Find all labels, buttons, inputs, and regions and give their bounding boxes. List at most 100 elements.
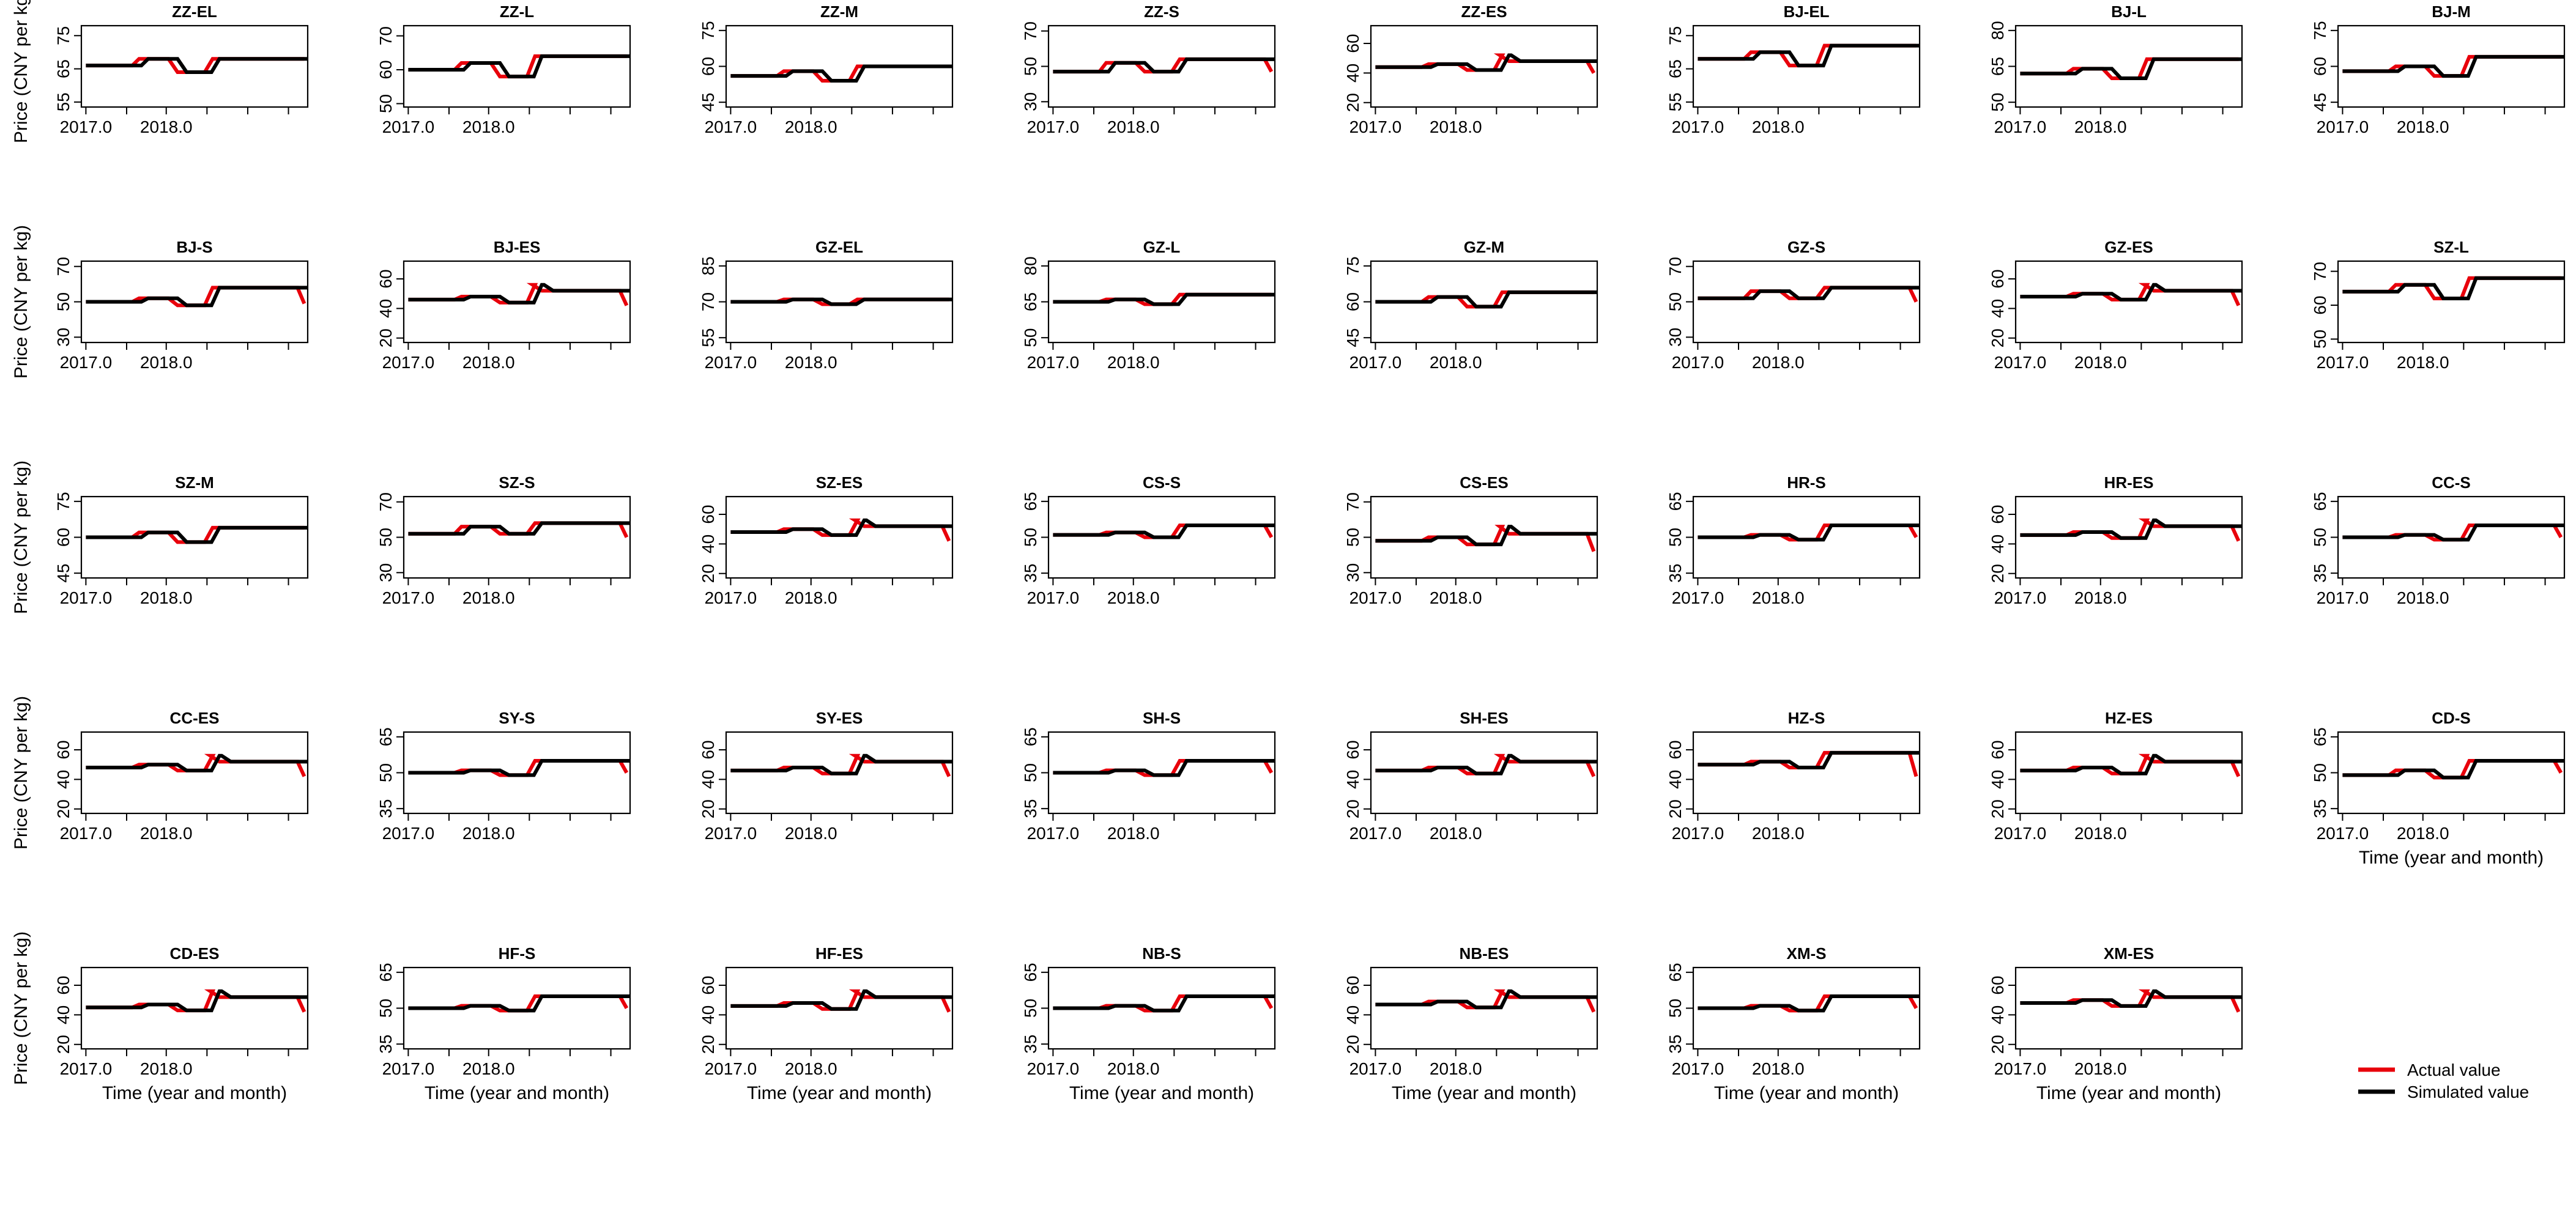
x-tick-label: 2017.0 <box>382 588 435 607</box>
x-tick-label: 2018.0 <box>785 1059 837 1078</box>
y-tick-label: 55 <box>1666 92 1685 111</box>
series-simulated-line <box>730 297 952 306</box>
x-tick-label: 2018.0 <box>462 824 515 843</box>
panel-title: SH-S <box>1143 709 1181 727</box>
panel-hr-es: HR-ES 20 40 60 2017.0 2018.0 <box>1988 473 2243 607</box>
y-tick-label: 50 <box>2311 763 2329 782</box>
y-tick-label: 60 <box>699 57 718 76</box>
panel-frame <box>725 966 954 1050</box>
panel-title: CC-ES <box>170 709 220 727</box>
y-tick-label: 35 <box>1666 1035 1685 1054</box>
panel-gz-s: GZ-S 30 50 70 2017.0 2018.0 <box>1666 238 1921 372</box>
x-tick-label: 2018.0 <box>1107 824 1160 843</box>
panel-bj-el: BJ-EL 55 65 75 2017.0 2018.0 <box>1666 2 1921 136</box>
y-tick-label: 20 <box>1988 564 2007 583</box>
x-tick-label: 2017.0 <box>1672 824 1724 843</box>
y-tick-label: 20 <box>699 564 718 583</box>
x-axis-label: Time (year and month) <box>1069 1083 1254 1103</box>
panel-frame <box>2014 966 2243 1050</box>
y-tick-label: 40 <box>1988 535 2007 553</box>
y-tick-label: 65 <box>1021 963 1040 982</box>
y-tick-label: 40 <box>54 1005 73 1024</box>
panel-cd-es: CD-ES 20 40 60 2017.0 2018.0 Price (CNY per kg… <box>11 931 309 1103</box>
y-tick-label: 50 <box>376 763 395 782</box>
panels-layer: ZZ-EL 55 65 75 2017.0 2018.0 Price (CNY per kg… <box>11 0 2566 1103</box>
y-tick-label: 30 <box>1343 563 1362 582</box>
panel-title: HR-S <box>1787 473 1826 492</box>
x-tick-label: 2017.0 <box>1994 353 2047 372</box>
panel-title: SH-ES <box>1460 709 1508 727</box>
x-tick-label: 2017.0 <box>1027 588 1080 607</box>
panel-frame <box>2014 260 2243 344</box>
panel-sh-es: SH-ES 20 40 60 2017.0 2018.0 <box>1343 709 1598 843</box>
x-tick-label: 2017.0 <box>1027 117 1080 136</box>
panel-nb-s: NB-S 35 50 65 2017.0 2018.0 Time (year and mon… <box>1021 944 1276 1103</box>
y-tick-label: 20 <box>376 328 395 347</box>
series-simulated-line <box>1375 290 1597 309</box>
y-tick-label: 60 <box>1988 975 2007 994</box>
x-tick-label: 2017.0 <box>1349 353 1402 372</box>
x-tick-label: 2018.0 <box>140 588 193 607</box>
y-tick-label: 70 <box>1666 257 1685 276</box>
y-tick-label: 40 <box>1666 770 1685 789</box>
x-tick-label: 2017.0 <box>1994 1059 2047 1078</box>
panel-title: ZZ-L <box>500 2 534 21</box>
panel-title: GZ-M <box>1464 238 1504 256</box>
panel-title: HF-S <box>499 944 536 963</box>
x-tick-label: 2018.0 <box>2074 1059 2127 1078</box>
x-tick-label: 2017.0 <box>2317 353 2369 372</box>
y-tick-label: 50 <box>1021 999 1040 1018</box>
panel-cs-s: CS-S 35 50 65 2017.0 2018.0 <box>1021 473 1276 607</box>
series-simulated-line <box>86 286 308 308</box>
x-tick-label: 2017.0 <box>382 1059 435 1078</box>
x-tick-label: 2018.0 <box>1430 117 1482 136</box>
y-tick-label: 20 <box>699 799 718 818</box>
x-tick-label: 2018.0 <box>1107 588 1160 607</box>
panel-title: XM-S <box>1787 944 1827 963</box>
series-simulated-line <box>1698 43 1920 68</box>
y-tick-label: 45 <box>54 564 73 583</box>
y-tick-label: 70 <box>54 257 73 276</box>
x-tick-label: 2017.0 <box>1349 824 1402 843</box>
x-tick-label: 2018.0 <box>2074 353 2127 372</box>
y-axis-label: Price (CNY per kg) <box>11 0 31 143</box>
series-simulated-line <box>1375 525 1597 547</box>
series-actual-line <box>408 54 627 79</box>
y-tick-label: 80 <box>1988 21 2007 40</box>
series-actual-line <box>730 64 949 83</box>
x-tick-label: 2017.0 <box>1994 824 2047 843</box>
series-simulated-line <box>1375 989 1597 1010</box>
y-tick-label: 20 <box>54 1035 73 1054</box>
y-tick-label: 60 <box>699 505 718 524</box>
x-axis-label: Time (year and month) <box>1392 1083 1576 1103</box>
series-simulated-line <box>1053 758 1275 777</box>
y-tick-label: 35 <box>2311 564 2329 583</box>
x-tick-label: 2018.0 <box>1107 117 1160 136</box>
x-tick-label: 2018.0 <box>140 353 193 372</box>
x-axis-label: Time (year and month) <box>747 1083 932 1103</box>
series-simulated-line <box>730 753 952 775</box>
panel-frame <box>1370 24 1598 108</box>
y-axis-label: Price (CNY per kg) <box>11 931 31 1085</box>
panel-gz-m: GZ-M 45 60 75 2017.0 2018.0 <box>1343 238 1598 372</box>
panel-title: ZZ-M <box>820 2 858 21</box>
series-actual-line <box>2342 54 2561 78</box>
panel-frame <box>1692 731 1921 815</box>
panel-gz-el: GZ-EL 55 70 85 2017.0 2018.0 <box>699 238 954 372</box>
y-tick-label: 60 <box>1343 34 1362 53</box>
y-tick-label: 60 <box>1988 740 2007 759</box>
x-tick-label: 2018.0 <box>140 1059 193 1078</box>
panel-zz-m: ZZ-M 45 60 75 2017.0 2018.0 <box>699 2 954 136</box>
y-tick-label: 70 <box>699 292 718 311</box>
y-tick-label: 85 <box>699 256 718 275</box>
y-tick-label: 50 <box>1666 528 1685 547</box>
series-simulated-line <box>2020 989 2242 1008</box>
x-tick-label: 2017.0 <box>1672 1059 1724 1078</box>
panel-zz-el: ZZ-EL 55 65 75 2017.0 2018.0 Price (CNY per kg… <box>11 0 309 143</box>
x-tick-label: 2018.0 <box>1752 117 1805 136</box>
series-actual-line <box>86 525 305 544</box>
x-tick-label: 2017.0 <box>705 588 757 607</box>
x-tick-label: 2018.0 <box>785 588 837 607</box>
y-tick-label: 50 <box>376 999 395 1018</box>
y-tick-label: 65 <box>54 59 73 78</box>
